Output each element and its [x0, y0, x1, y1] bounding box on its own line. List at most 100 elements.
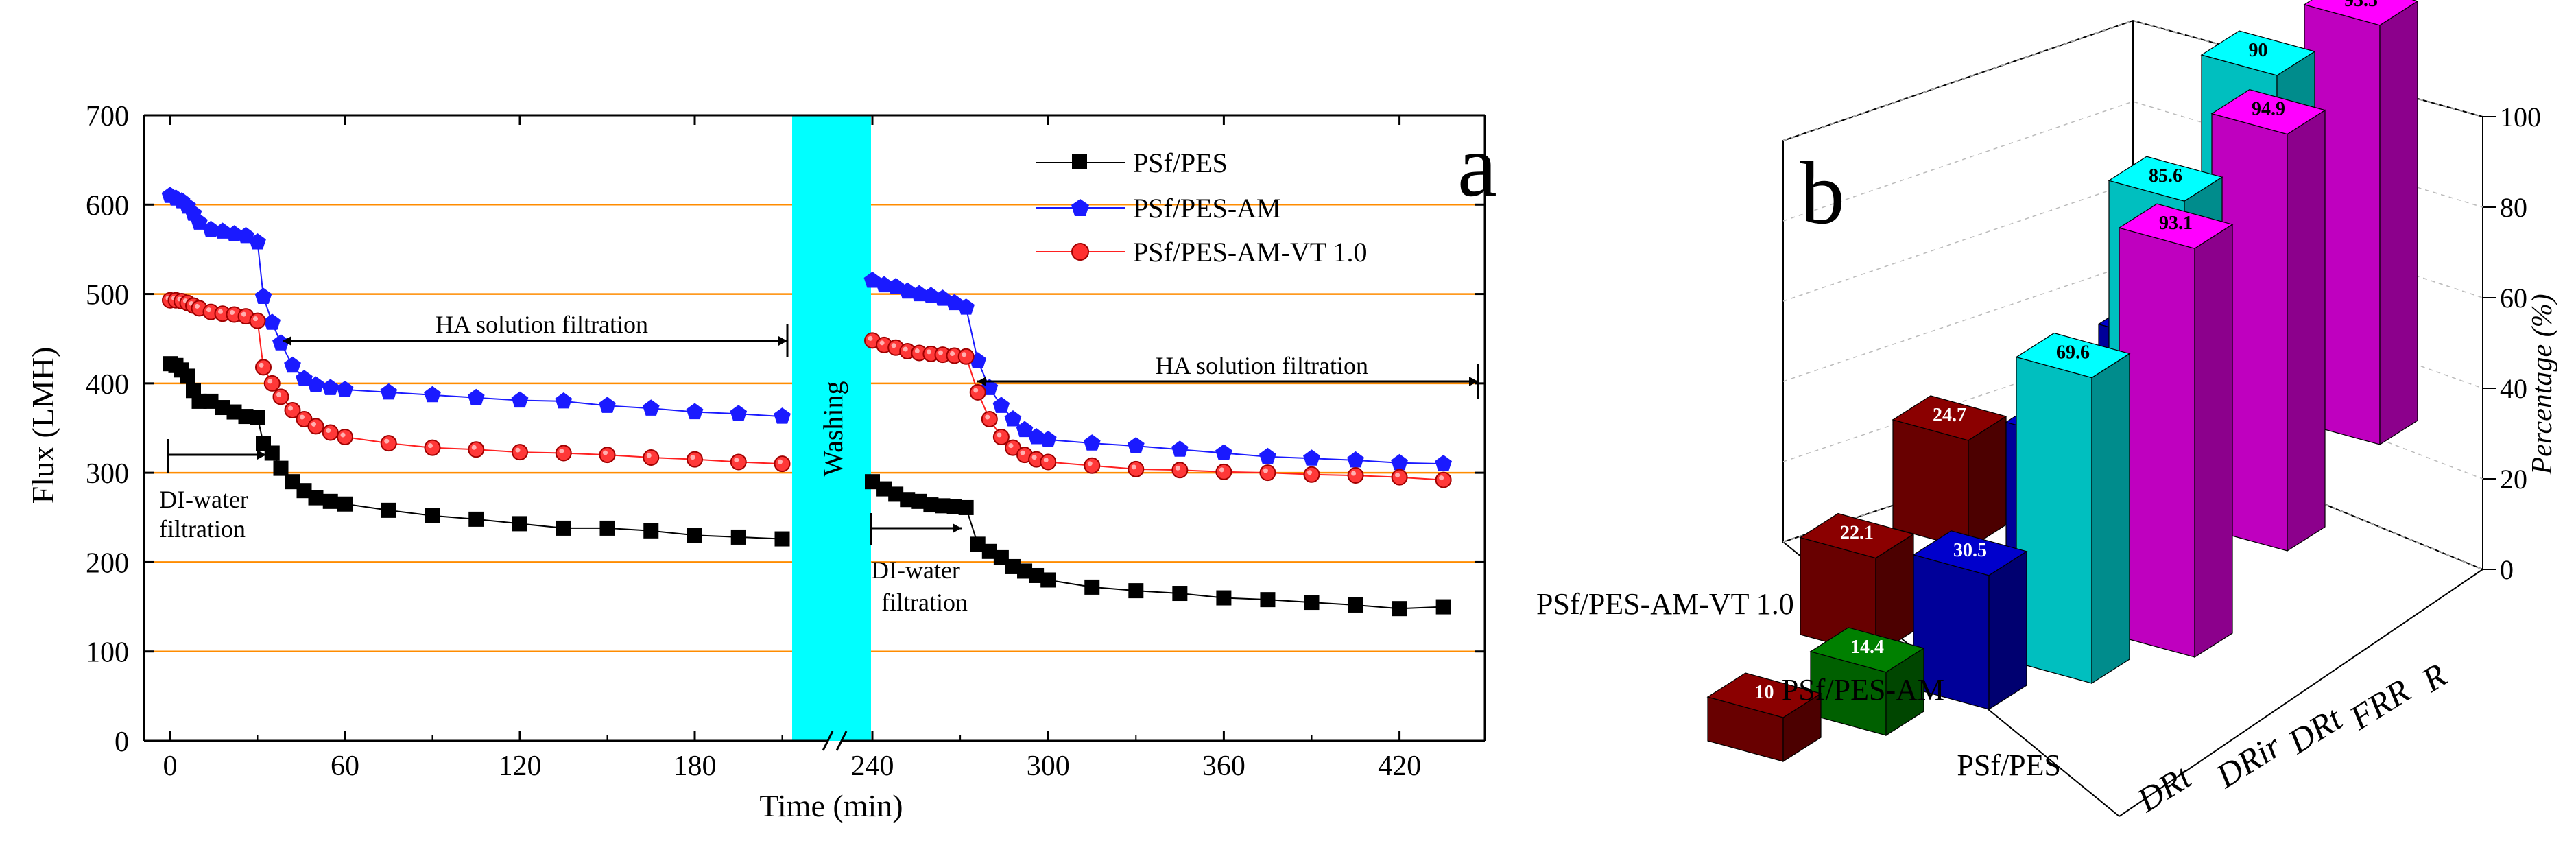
data-point-1-34: [922, 287, 940, 303]
data-point-2-28-highlight: [778, 459, 783, 464]
ha-filtration-label-2: HA solution filtration: [1156, 352, 1368, 379]
data-point-0-9: [238, 409, 254, 425]
data-point-0-8: [226, 404, 242, 420]
washing-band: [792, 115, 871, 741]
data-point-2-5-highlight: [195, 303, 200, 309]
data-point-0-42: [1017, 563, 1033, 579]
panel-b-axes: 0 20 40 60 80 100: [2483, 102, 2541, 585]
data-point-1-10: [249, 233, 266, 250]
data-point-2-19: [380, 435, 397, 452]
data-point-2-21-highlight: [471, 445, 477, 450]
data-point-1-51: [1347, 451, 1364, 468]
data-point-0-31: [888, 486, 904, 502]
data-point-2-27: [730, 453, 747, 471]
data-point-1-32: [898, 282, 916, 299]
x-tick-label-0: 0: [163, 750, 178, 782]
data-point-1-47: [1171, 440, 1189, 457]
data-point-2-35-highlight: [938, 350, 943, 355]
legend-marker-psf-pes: [1072, 154, 1087, 169]
data-point-0-39: [981, 543, 997, 559]
data-point-1-23: [555, 392, 573, 409]
data-point-0-28: [774, 531, 790, 547]
di-water-label-2-line2: filtration: [881, 589, 968, 616]
data-point-2-45-highlight: [1087, 461, 1093, 466]
data-point-0-37: [958, 499, 974, 515]
data-point-0-30: [876, 481, 892, 497]
data-point-2-52-highlight: [1395, 473, 1400, 478]
data-point-2-39-highlight: [985, 414, 990, 420]
data-point-1-8: [226, 225, 243, 241]
legend-marker-psf-pes-am-vt: [1071, 243, 1089, 261]
panel-b-group-labels: PSf/PES-AM-VT 1.0 PSf/PES-AM PSf/PES: [1536, 587, 2061, 782]
data-point-2-14: [284, 401, 301, 418]
data-point-1-26: [686, 403, 704, 420]
data-point-0-17: [322, 493, 338, 509]
data-point-0-36: [946, 499, 962, 514]
panel-b-3d-bar-chart: 95.59034.69.924.794.985.636.59.922.193.1…: [1536, 0, 2558, 820]
data-point-0-46: [1128, 583, 1144, 599]
data-point-1-28: [774, 407, 791, 424]
data-point-2-28: [774, 455, 791, 473]
data-point-2-33-highlight: [914, 348, 920, 354]
data-point-0-3: [180, 368, 195, 384]
data-point-2-29-highlight: [868, 335, 873, 341]
bar-value-label-0-0: 10: [1755, 682, 1774, 703]
x-tick-label-420: 420: [1378, 750, 1421, 782]
data-point-2-19-highlight: [384, 438, 390, 444]
data-point-0-5: [191, 393, 207, 409]
data-point-2-47-highlight: [1175, 465, 1180, 471]
data-point-0-45: [1084, 579, 1100, 595]
bar-value-label-1-4: 94.9: [2252, 99, 2285, 120]
data-point-0-34: [923, 497, 939, 513]
y-tick-label-100: 100: [86, 637, 129, 669]
y-tick-label-300: 300: [86, 458, 129, 490]
panel-a-tick-labels: 0 100 200 300 400 500 600 700 0 60 120 180 240 300 360…: [86, 101, 1421, 782]
data-point-2-40: [992, 429, 1010, 446]
data-point-1-48: [1215, 444, 1232, 460]
data-point-1-40: [992, 397, 1010, 413]
bar-value-label-0-3: 69.6: [2056, 342, 2090, 364]
series-psf-pes-am: [161, 187, 1452, 471]
data-point-0-51: [1348, 597, 1363, 613]
data-point-0-19: [381, 502, 396, 518]
series-psf-pes-am-vt-1-0: [162, 292, 1452, 488]
data-point-2-11-highlight: [259, 362, 264, 368]
bar-psf-pes-am-drt-0: 22.1: [1799, 512, 1915, 656]
data-point-0-18: [337, 496, 353, 512]
data-point-0-38: [970, 536, 986, 552]
y-tick-label-500: 500: [86, 280, 129, 311]
washing-label: Washing: [818, 381, 848, 477]
x-axis-label: Time (min): [759, 788, 903, 823]
category-label-2: DRt: [2280, 699, 2349, 761]
z-axis-label: Percentage (%): [2527, 294, 2558, 475]
data-point-0-14: [285, 474, 300, 490]
data-point-0-23: [556, 520, 571, 536]
data-point-1-19: [380, 383, 398, 400]
data-point-2-7-highlight: [218, 309, 223, 314]
y-tick-label-600: 600: [86, 190, 129, 222]
data-point-1-14: [284, 356, 301, 373]
data-point-2-30-highlight: [879, 340, 885, 346]
data-point-2-49: [1259, 464, 1276, 482]
data-point-2-42-highlight: [1020, 450, 1025, 455]
z-gridline-0: [1782, 425, 2483, 570]
y-tick-label-0: 0: [115, 726, 129, 758]
data-point-0-27: [730, 529, 746, 545]
data-point-2-10-highlight: [253, 316, 258, 322]
data-point-2-36-highlight: [950, 351, 955, 356]
data-point-1-5: [191, 213, 208, 230]
panel-a-annotations: HA solution filtration HA solution filtr…: [159, 311, 1479, 616]
data-point-2-23: [555, 445, 572, 462]
bar-psf-pes-drt-0: 10: [1706, 672, 1822, 763]
data-point-0-21: [468, 511, 484, 527]
panel-b-label: b: [1800, 144, 1845, 243]
y-tick-label-400: 400: [86, 369, 129, 401]
data-point-2-53: [1435, 471, 1452, 488]
legend-marker-psf-pes-am: [1071, 199, 1089, 216]
x-tick-label-60: 60: [331, 750, 359, 782]
data-point-2-40-highlight: [997, 432, 1002, 438]
data-point-2-10: [249, 312, 266, 329]
data-point-2-53-highlight: [1439, 475, 1444, 481]
data-point-1-41: [1004, 410, 1022, 427]
